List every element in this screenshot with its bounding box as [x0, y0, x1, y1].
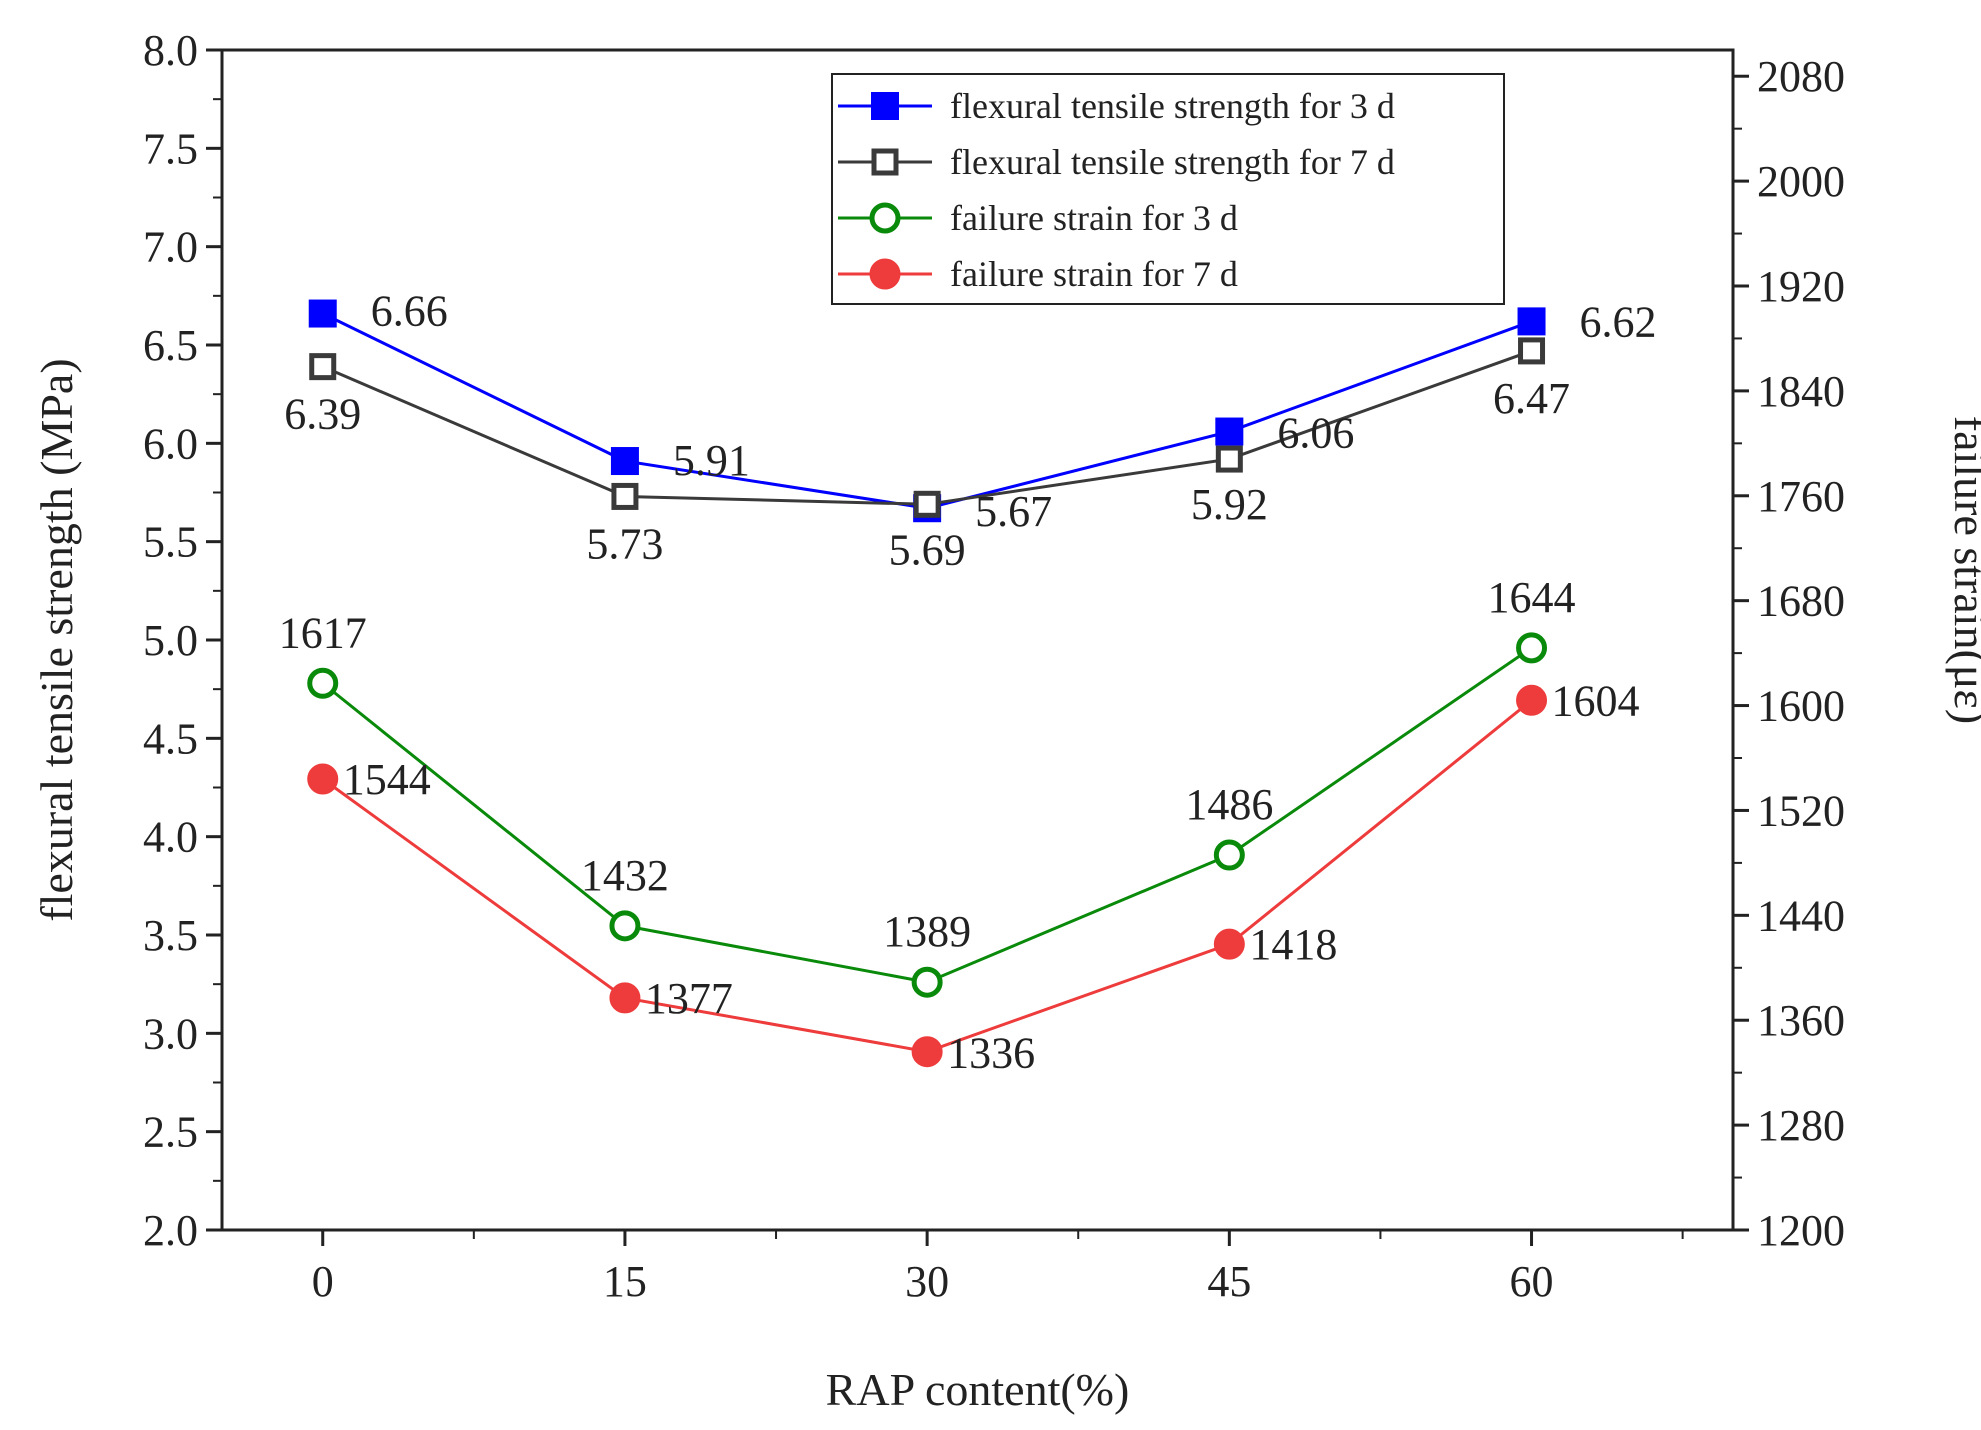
data-label: 1377	[645, 974, 733, 1023]
data-point	[1215, 417, 1244, 446]
y-tick-label: 7.0	[143, 223, 198, 272]
y2-tick-label: 1840	[1757, 367, 1845, 416]
data-point	[1516, 632, 1548, 664]
data-label: 1418	[1249, 920, 1337, 969]
data-label: 1644	[1488, 573, 1576, 622]
y2-tick-label: 2000	[1757, 157, 1845, 206]
series-line-3	[321, 699, 1533, 1054]
data-label: 1617	[279, 608, 367, 657]
data-label: 5.69	[889, 525, 966, 574]
data-label: 6.66	[371, 287, 448, 336]
data-point	[1215, 445, 1243, 473]
legend-marker	[869, 258, 901, 290]
legend-marker	[871, 92, 899, 120]
y-tick-label: 5.5	[143, 518, 198, 567]
y-tick-label: 6.0	[143, 419, 198, 468]
data-point	[911, 1036, 943, 1068]
data-label: 6.62	[1580, 297, 1657, 346]
data-label: 1336	[947, 1029, 1035, 1078]
data-point	[1213, 928, 1245, 960]
data-label: 1486	[1185, 780, 1273, 829]
y2-tick-label: 2080	[1757, 52, 1845, 101]
x-axis-title: RAP content(%)	[826, 1364, 1130, 1415]
y-tick-label: 2.0	[143, 1206, 198, 1255]
data-label: 6.39	[284, 390, 361, 439]
y-tick-label: 2.5	[143, 1108, 198, 1157]
legend-label: failure strain for 3 d	[950, 198, 1238, 238]
y2-tick-label: 1360	[1757, 996, 1845, 1045]
y-tick-label: 3.5	[143, 911, 198, 960]
y2-tick-label: 1680	[1757, 577, 1845, 626]
y2-tick-label: 1600	[1757, 682, 1845, 731]
data-label: 5.91	[673, 436, 750, 485]
y2-tick-label: 1200	[1757, 1206, 1845, 1255]
data-label: 5.73	[586, 519, 663, 568]
data-label: 5.92	[1191, 480, 1268, 529]
data-point	[308, 299, 337, 328]
y-axis-title: flexural tensile strength (MPa)	[31, 358, 82, 921]
data-point	[609, 982, 641, 1014]
y2-tick-label: 1280	[1757, 1101, 1845, 1150]
data-point	[913, 490, 941, 518]
y2-tick-label: 1760	[1757, 472, 1845, 521]
x-tick-label: 60	[1510, 1257, 1554, 1306]
legend-marker	[869, 202, 901, 234]
data-label: 1604	[1552, 676, 1640, 725]
data-point	[1518, 337, 1546, 365]
data-point	[1516, 684, 1548, 716]
legend-label: flexural tensile strength for 7 d	[950, 142, 1395, 182]
data-label: 5.67	[975, 487, 1052, 536]
y2-tick-label: 1520	[1757, 786, 1845, 835]
legend-box	[831, 73, 1505, 305]
x-tick-label: 0	[312, 1257, 334, 1306]
data-label: 1389	[883, 907, 971, 956]
y-tick-label: 8.0	[143, 26, 198, 75]
x-tick-label: 30	[905, 1257, 949, 1306]
data-label: 6.47	[1493, 374, 1570, 423]
y-tick-label: 4.5	[143, 714, 198, 763]
y-tick-label: 3.0	[143, 1009, 198, 1058]
legend-marker	[871, 148, 899, 176]
data-point	[307, 763, 339, 795]
data-label: 1544	[343, 755, 431, 804]
y-tick-label: 6.5	[143, 321, 198, 370]
y-tick-label: 5.0	[143, 616, 198, 665]
y2-tick-label: 1440	[1757, 891, 1845, 940]
x-tick-label: 45	[1207, 1257, 1251, 1306]
data-point	[611, 482, 639, 510]
data-label: 6.06	[1277, 409, 1354, 458]
data-point	[609, 910, 641, 942]
legend-label: failure strain for 7 d	[950, 254, 1238, 294]
y2-tick-label: 1920	[1757, 262, 1845, 311]
x-tick-label: 15	[603, 1257, 647, 1306]
data-point	[610, 447, 639, 476]
y-tick-label: 7.5	[143, 124, 198, 173]
data-point	[1517, 307, 1546, 336]
data-point	[1213, 839, 1245, 871]
legend-label: flexural tensile strength for 3 d	[950, 86, 1395, 126]
data-label: 1432	[581, 851, 669, 900]
y-tick-label: 4.0	[143, 813, 198, 862]
y2-axis-title: failure strain(με)	[1945, 416, 1981, 724]
data-point	[911, 966, 943, 998]
data-point	[307, 667, 339, 699]
data-point	[309, 353, 337, 381]
